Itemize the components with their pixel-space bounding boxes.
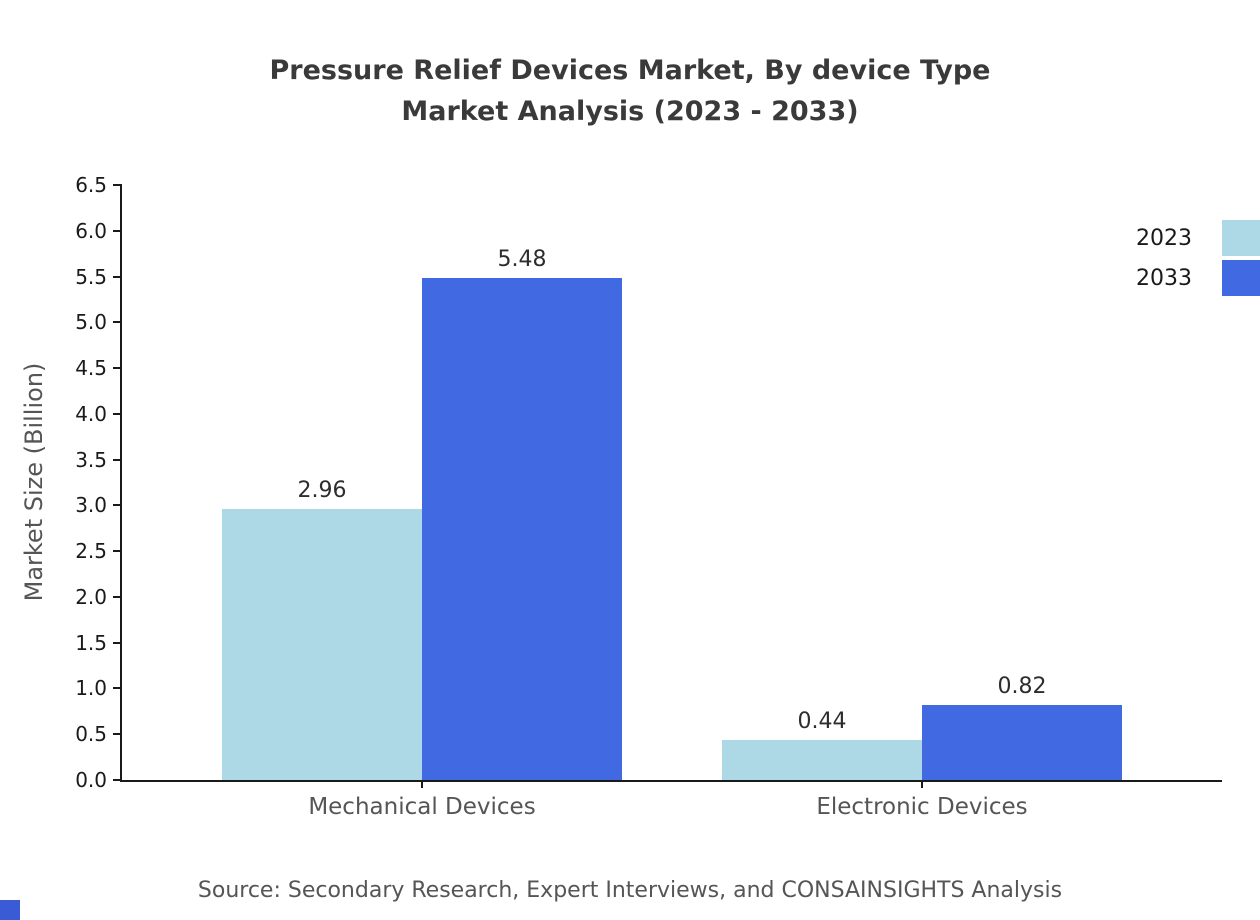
legend-label: 2023 bbox=[1136, 225, 1192, 251]
bar-value-label: 0.82 bbox=[997, 674, 1047, 699]
y-tick: 0.5 bbox=[75, 722, 122, 746]
x-tick-mark bbox=[421, 780, 423, 788]
source-text: Source: Secondary Research, Expert Inter… bbox=[197, 878, 1063, 903]
y-tick: 4.5 bbox=[75, 356, 122, 380]
y-tick-mark bbox=[113, 321, 122, 324]
category-label: Mechanical Devices bbox=[308, 794, 536, 820]
y-tick: 5.0 bbox=[75, 310, 122, 334]
bar-2033: 0.82 bbox=[922, 674, 1122, 780]
chart-title: Pressure Relief Devices Market, By devic… bbox=[0, 50, 1260, 132]
y-tick: 6.5 bbox=[75, 173, 122, 197]
y-tick-mark bbox=[113, 641, 122, 644]
y-tick-label: 3.0 bbox=[75, 493, 107, 518]
bar-value-label: 2.96 bbox=[297, 478, 347, 503]
y-tick: 3.5 bbox=[75, 448, 122, 472]
legend-label: 2033 bbox=[1136, 265, 1192, 291]
category-label: Electronic Devices bbox=[816, 794, 1028, 820]
y-tick-label: 2.5 bbox=[75, 539, 107, 564]
y-tick-mark bbox=[113, 687, 122, 690]
y-tick-label: 2.0 bbox=[75, 584, 107, 609]
y-tick-label: 1.0 bbox=[75, 676, 107, 701]
y-tick-mark bbox=[113, 550, 122, 553]
y-tick-mark bbox=[113, 733, 122, 736]
bar-2033: 5.48 bbox=[422, 247, 622, 780]
legend-item: 2023 bbox=[1136, 218, 1260, 258]
y-tick: 0.0 bbox=[75, 768, 122, 792]
legend-swatch bbox=[1222, 220, 1260, 256]
y-tick: 6.0 bbox=[75, 219, 122, 243]
y-tick-mark bbox=[113, 275, 122, 278]
y-tick-mark bbox=[113, 779, 122, 781]
y-tick-label: 5.5 bbox=[75, 264, 107, 289]
y-tick-mark bbox=[113, 504, 122, 507]
y-tick: 1.5 bbox=[75, 631, 122, 655]
y-tick-label: 6.5 bbox=[75, 173, 107, 197]
y-tick-label: 5.0 bbox=[75, 310, 107, 335]
bar-group: 2.96 5.48 Mechanical Devices bbox=[222, 185, 622, 820]
y-tick: 1.0 bbox=[75, 676, 122, 700]
x-tick-mark bbox=[921, 780, 923, 788]
y-tick-label: 0.5 bbox=[75, 722, 107, 747]
chart-title-line-2: Market Analysis (2023 - 2033) bbox=[401, 96, 859, 127]
y-tick: 2.5 bbox=[75, 539, 122, 563]
bar-2023: 0.44 bbox=[722, 709, 922, 780]
chart-title-line-1: Pressure Relief Devices Market, By devic… bbox=[269, 55, 991, 86]
y-tick: 2.0 bbox=[75, 585, 122, 609]
y-tick-label: 0.0 bbox=[75, 768, 107, 792]
bar-2023: 2.96 bbox=[222, 478, 422, 780]
bar-value-label: 0.44 bbox=[797, 709, 847, 734]
y-tick-label: 4.0 bbox=[75, 401, 107, 426]
y-tick-mark bbox=[113, 367, 122, 370]
y-tick-mark bbox=[113, 184, 122, 186]
corner-accent bbox=[0, 900, 20, 920]
y-tick-mark bbox=[113, 458, 122, 461]
plot-area: 0.0 0.5 1.0 1.5 2.0 2.5 3.0 3.5 4.0 4.5 5.0 5.5 6.0 6… bbox=[75, 173, 1222, 820]
y-tick-mark bbox=[113, 412, 122, 415]
y-tick: 5.5 bbox=[75, 265, 122, 289]
y-tick: 4.0 bbox=[75, 402, 122, 426]
y-tick: 3.0 bbox=[75, 493, 122, 517]
y-axis-title: Market Size (Billion) bbox=[20, 362, 48, 602]
y-tick-label: 4.5 bbox=[75, 356, 107, 381]
y-tick-label: 6.0 bbox=[75, 218, 107, 243]
legend-item: 2033 bbox=[1136, 258, 1260, 298]
legend-swatch bbox=[1222, 260, 1260, 296]
bar-group: 0.44 0.82 Electronic Devices bbox=[722, 185, 1122, 820]
y-tick-label: 3.5 bbox=[75, 447, 107, 472]
bar-value-label: 5.48 bbox=[497, 247, 547, 272]
y-tick-mark bbox=[113, 229, 122, 232]
legend: 2023 2033 bbox=[1136, 218, 1260, 298]
y-tick-label: 1.5 bbox=[75, 630, 107, 655]
y-tick-mark bbox=[113, 595, 122, 598]
